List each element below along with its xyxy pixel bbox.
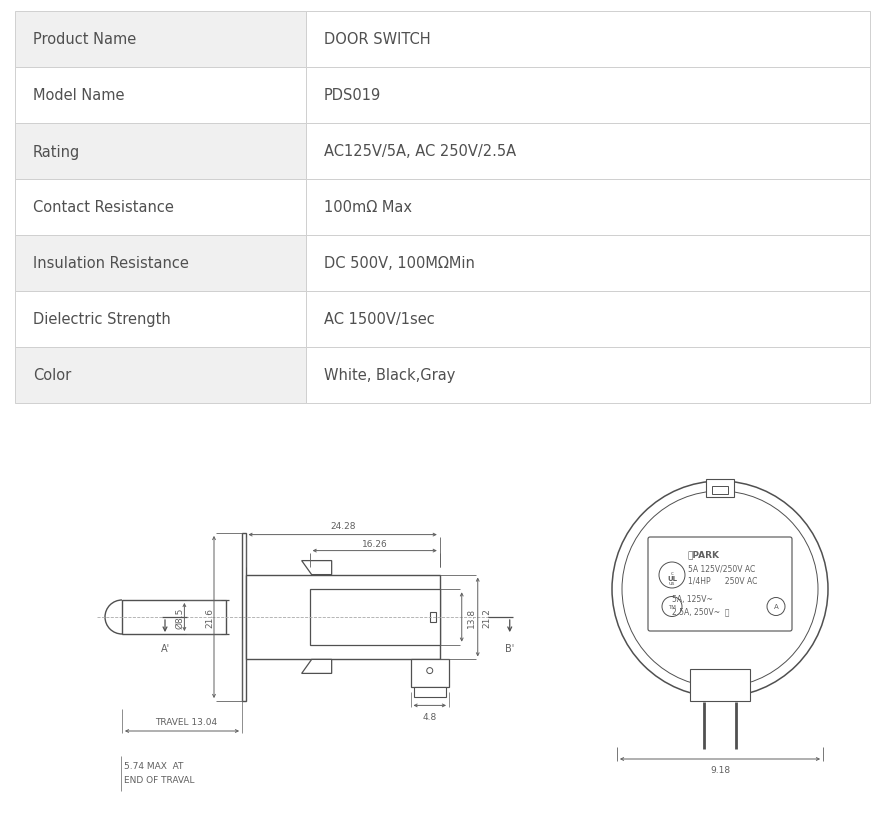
Bar bbox=[15, 180, 306, 236]
Text: 1/4HP      250V AC: 1/4HP 250V AC bbox=[688, 577, 757, 586]
Circle shape bbox=[767, 598, 785, 616]
Text: UL: UL bbox=[667, 575, 677, 581]
Polygon shape bbox=[414, 688, 446, 698]
Bar bbox=[15, 236, 306, 292]
Text: 21.6: 21.6 bbox=[206, 607, 215, 627]
Text: Ø8.5: Ø8.5 bbox=[175, 607, 184, 628]
Text: Dielectric Strength: Dielectric Strength bbox=[33, 312, 171, 327]
Bar bbox=[410, 659, 449, 688]
Bar bbox=[306, 124, 870, 180]
Text: AC 1500V/1sec: AC 1500V/1sec bbox=[324, 312, 434, 327]
Text: us: us bbox=[669, 581, 675, 586]
Bar bbox=[309, 590, 440, 645]
Text: A': A' bbox=[160, 643, 170, 654]
Text: Product Name: Product Name bbox=[33, 33, 136, 48]
Text: Insulation Resistance: Insulation Resistance bbox=[33, 256, 189, 271]
Text: Color: Color bbox=[33, 368, 72, 383]
Text: END OF TRAVAL: END OF TRAVAL bbox=[124, 775, 195, 784]
Text: White, Black,Gray: White, Black,Gray bbox=[324, 368, 455, 383]
Bar bbox=[15, 292, 306, 347]
Text: TM: TM bbox=[668, 604, 676, 609]
Bar bbox=[122, 600, 226, 634]
Text: 13.8: 13.8 bbox=[467, 607, 476, 627]
Circle shape bbox=[612, 482, 828, 697]
Circle shape bbox=[426, 667, 433, 674]
Text: 2.5A, 250V~  Ⓐ: 2.5A, 250V~ Ⓐ bbox=[672, 606, 730, 615]
Text: B': B' bbox=[505, 643, 514, 654]
Text: DC 500V, 100MΩMin: DC 500V, 100MΩMin bbox=[324, 256, 475, 271]
Text: A: A bbox=[773, 604, 779, 610]
Bar bbox=[306, 180, 870, 236]
FancyBboxPatch shape bbox=[648, 537, 792, 631]
Bar bbox=[242, 533, 246, 701]
Text: 16.26: 16.26 bbox=[362, 539, 388, 548]
Text: 21.2: 21.2 bbox=[483, 608, 492, 627]
Bar bbox=[15, 347, 306, 404]
Bar bbox=[306, 347, 870, 404]
Bar bbox=[306, 292, 870, 347]
Text: 4.8: 4.8 bbox=[423, 713, 437, 722]
Text: Model Name: Model Name bbox=[33, 88, 124, 103]
Text: 5.74 MAX  AT: 5.74 MAX AT bbox=[124, 761, 183, 770]
Bar bbox=[712, 486, 728, 495]
Bar bbox=[306, 236, 870, 292]
Bar bbox=[246, 575, 440, 659]
Text: Rating: Rating bbox=[33, 144, 80, 160]
Text: Contact Resistance: Contact Resistance bbox=[33, 201, 173, 215]
Circle shape bbox=[662, 597, 682, 617]
Circle shape bbox=[659, 563, 685, 588]
Polygon shape bbox=[301, 659, 332, 673]
Bar bbox=[15, 12, 306, 68]
Text: 24.28: 24.28 bbox=[330, 521, 356, 530]
Circle shape bbox=[622, 491, 818, 687]
Text: 100mΩ Max: 100mΩ Max bbox=[324, 201, 412, 215]
Bar bbox=[706, 479, 734, 497]
Bar bbox=[15, 124, 306, 180]
Text: c: c bbox=[670, 571, 673, 576]
Bar bbox=[430, 613, 435, 622]
Text: DOOR SWITCH: DOOR SWITCH bbox=[324, 33, 430, 48]
Text: PDS019: PDS019 bbox=[324, 88, 381, 103]
Bar bbox=[306, 12, 870, 68]
Text: 5A, 125V~: 5A, 125V~ bbox=[672, 595, 713, 604]
Text: 5A 125V/250V AC: 5A 125V/250V AC bbox=[688, 564, 755, 573]
Text: 9.18: 9.18 bbox=[710, 765, 730, 774]
Bar bbox=[15, 68, 306, 124]
Polygon shape bbox=[301, 561, 332, 575]
Bar bbox=[690, 669, 750, 701]
Text: AC125V/5A, AC 250V/2.5A: AC125V/5A, AC 250V/2.5A bbox=[324, 144, 516, 160]
Text: ⒶPARK: ⒶPARK bbox=[688, 550, 720, 559]
Bar bbox=[306, 68, 870, 124]
Text: TRAVEL 13.04: TRAVEL 13.04 bbox=[155, 717, 217, 726]
